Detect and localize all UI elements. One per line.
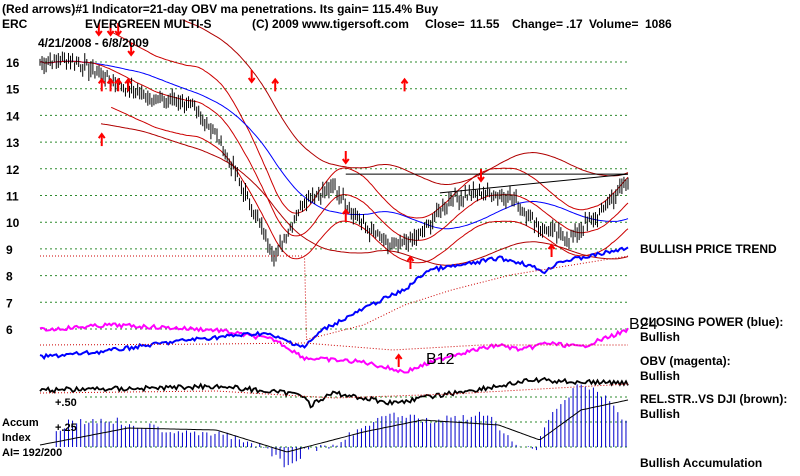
outer-upper-band-line <box>182 19 629 185</box>
volume-value: 1086 <box>645 17 672 31</box>
sell-arrow-head <box>114 30 123 37</box>
buy-arrow-head <box>97 77 106 84</box>
sell-arrow-head <box>341 158 350 165</box>
index-label: Index <box>2 432 31 444</box>
indicator-rel-str: REL.STR..VS DJI (brown): <box>640 392 788 406</box>
buy-arrow-head <box>271 77 279 84</box>
y-tick-label: 7 <box>6 296 13 310</box>
buy-arrow-head <box>106 77 115 84</box>
sell-arrow-head <box>477 176 485 183</box>
indicator-accumulation: Bullish Accumulation <box>640 456 763 470</box>
buy-arrow-head <box>547 243 556 250</box>
indicator-obv-status: Bullish <box>640 369 681 383</box>
volume-label: Volume= <box>589 17 639 31</box>
close-value: 11.55 <box>470 17 500 31</box>
sell-arrow-head <box>127 50 135 57</box>
y-tick-label: 12 <box>6 163 20 177</box>
y-tick-label: 8 <box>6 270 13 284</box>
rel-str-line <box>39 376 629 409</box>
trend-line <box>439 173 629 194</box>
obv-line <box>39 322 629 374</box>
indicator-obv: OBV (magenta): <box>640 354 731 368</box>
buy-arrow-head <box>400 77 409 84</box>
y-tick-label: 6 <box>6 323 13 337</box>
buy-arrow-head <box>114 77 123 84</box>
company-name: EVERGREEN MULTI-S <box>85 17 212 31</box>
sell-arrow-head <box>95 30 103 37</box>
indicator-rel-str-status: Bullish <box>640 407 681 421</box>
buy-arrow-head <box>406 255 415 262</box>
change-value: .17 <box>566 17 583 31</box>
y-tick-label: 9 <box>6 243 13 257</box>
y-tick-label: 13 <box>6 136 20 150</box>
cp-ma-line <box>40 255 629 341</box>
y-tick-label: 14 <box>6 109 20 123</box>
indicator-price-trend: BULLISH PRICE TREND <box>640 242 777 256</box>
indicator-closing-power-status: Bullish <box>640 330 681 344</box>
ai-label: AI= 192/200 <box>2 447 63 459</box>
signal-b12: B12 <box>426 351 455 368</box>
obv-ma-line <box>40 342 628 351</box>
close-label: Close= <box>425 17 465 31</box>
y-tick-label: 10 <box>6 216 20 230</box>
signal-b24: B24 <box>629 316 658 333</box>
sell-arrow-head <box>106 30 115 37</box>
accum-level-50: +.50 <box>55 397 77 409</box>
accum-label: Accum <box>2 417 39 429</box>
upper-band-line <box>110 31 629 219</box>
buy-arrow-head <box>341 208 350 215</box>
indicator-closing-power: CLOSING POWER (blue): <box>640 315 784 329</box>
outer-lower-band-line <box>100 123 629 266</box>
rel-str-ma-line <box>40 383 629 399</box>
ma-line <box>39 60 629 241</box>
sell-arrow-head <box>247 77 256 84</box>
accum-ma-line <box>39 399 629 453</box>
ticker-label: ERC <box>2 17 28 31</box>
accum-level-25: +.25 <box>55 422 77 434</box>
title-line: (Red arrows)#1 Indicator=21-day OBV ma p… <box>2 2 439 16</box>
buy-arrow-head <box>124 77 132 84</box>
y-tick-label: 11 <box>6 190 19 204</box>
closing-power-line <box>39 246 629 361</box>
change-label: Change= <box>512 17 564 31</box>
buy-arrow-head <box>97 132 106 139</box>
y-tick-label: 16 <box>6 56 20 70</box>
buy-arrow-head <box>394 353 403 360</box>
date-range: 4/21/2008 - 6/8/2009 <box>38 36 149 50</box>
y-tick-label: 15 <box>6 83 20 97</box>
copyright: (C) 2009 www.tigersoft.com <box>252 17 409 31</box>
